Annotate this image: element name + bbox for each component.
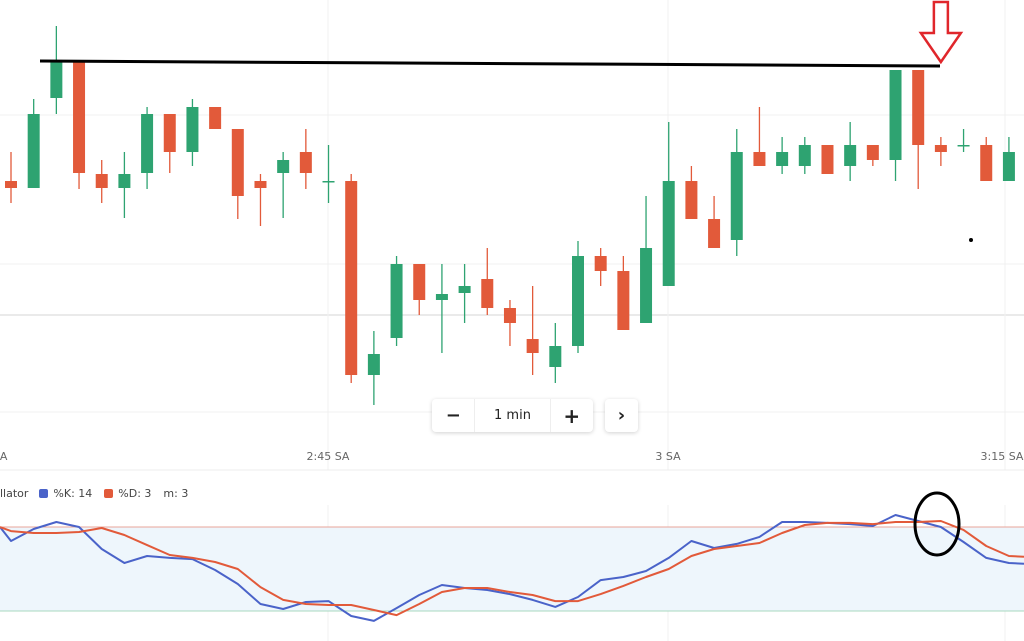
candle-body [95, 174, 108, 188]
marker-dot [969, 238, 973, 242]
candle-body [934, 145, 947, 152]
candle-body [299, 152, 312, 173]
oscillator-title: llator [0, 487, 29, 500]
candle-body [5, 181, 17, 188]
candle-body [50, 62, 63, 98]
candle-body [209, 107, 222, 129]
candle-body [866, 145, 879, 160]
x-tick-label: 3:15 SA [980, 450, 1024, 463]
candle-body [390, 264, 403, 338]
candle-body [322, 181, 335, 183]
x-tick-label: 3 SA [655, 450, 681, 463]
candle-body [617, 271, 630, 330]
candle-body [798, 145, 811, 166]
candle-body [163, 114, 176, 152]
interval-selector[interactable]: 1 min [474, 399, 551, 432]
highlight-circle [913, 491, 961, 557]
resistance-line [39, 59, 941, 68]
oscillator-band [0, 527, 1024, 611]
d-legend: %D: 3 [118, 487, 152, 500]
k-swatch [39, 489, 49, 498]
zoom-in-button[interactable]: + [563, 403, 581, 428]
candle-body [27, 114, 40, 188]
candle-body [435, 294, 448, 300]
oscillator-legend: llator %K: 14 %D: 3 m: 3 [0, 487, 188, 500]
x-tick-label: 2:45 SA [306, 450, 350, 463]
candle-body [730, 152, 743, 240]
candle-body [708, 219, 721, 248]
scroll-next-button[interactable]: › [605, 399, 638, 432]
candle-body [549, 346, 562, 367]
candle-body [118, 174, 131, 188]
candle-body [912, 70, 925, 145]
candle-body [73, 62, 86, 173]
down-arrow-icon [918, 0, 964, 65]
candle-body [1002, 152, 1015, 181]
candle-body [685, 181, 698, 219]
chevron-right-icon: › [617, 405, 626, 426]
candle-body [662, 181, 675, 286]
candle-body [776, 152, 789, 166]
candle-body [594, 256, 607, 271]
x-tick-label: SA [0, 450, 8, 463]
zoom-toolbar: − 1 min + [432, 399, 593, 432]
candle-body [277, 160, 290, 173]
candle-body [481, 279, 494, 308]
candle-body [345, 181, 358, 375]
candle-body [141, 114, 154, 173]
k-legend: %K: 14 [53, 487, 93, 500]
candle-body [526, 339, 539, 353]
candle-body [821, 145, 834, 174]
candle-body [753, 152, 766, 166]
candle-body [186, 107, 199, 152]
candle-body [458, 286, 471, 293]
candle-body [367, 354, 380, 375]
candle-body [957, 145, 970, 147]
candle-body [889, 70, 902, 160]
candle-body [572, 256, 584, 346]
candle-body [844, 145, 857, 166]
d-line [0, 520, 1024, 617]
candle-body [640, 248, 653, 323]
d-swatch [104, 489, 114, 498]
candle-body [231, 129, 244, 196]
candle-body [980, 145, 993, 181]
candle-body [254, 181, 267, 188]
candle-body [413, 264, 426, 300]
m-legend: m: 3 [163, 487, 189, 500]
candle-body [503, 308, 516, 323]
zoom-out-button[interactable]: − [445, 405, 461, 426]
k-line [0, 514, 1024, 622]
